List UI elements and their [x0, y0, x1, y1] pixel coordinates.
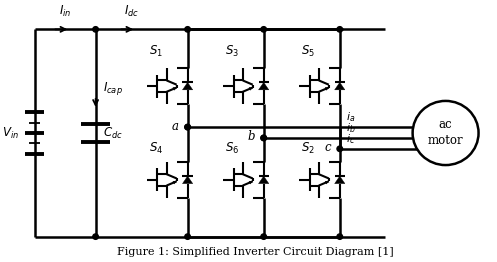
Circle shape [337, 27, 342, 32]
Text: $i_c$: $i_c$ [346, 132, 355, 146]
Polygon shape [173, 181, 176, 184]
Text: $S_4$: $S_4$ [149, 141, 163, 156]
Circle shape [337, 146, 342, 151]
Polygon shape [325, 88, 329, 90]
Circle shape [185, 124, 190, 130]
Text: $I_{in}$: $I_{in}$ [59, 4, 72, 19]
Text: $S_3$: $S_3$ [225, 44, 239, 59]
Text: $I_{dc}$: $I_{dc}$ [124, 4, 139, 19]
Polygon shape [334, 176, 345, 184]
Polygon shape [258, 82, 269, 90]
Text: $i_a$: $i_a$ [346, 110, 355, 124]
Circle shape [185, 27, 190, 32]
Polygon shape [258, 176, 269, 184]
Circle shape [261, 135, 266, 141]
Circle shape [261, 234, 266, 239]
Circle shape [413, 101, 479, 165]
Circle shape [185, 234, 190, 239]
Text: c: c [324, 141, 331, 154]
Circle shape [337, 234, 342, 239]
Polygon shape [249, 88, 252, 90]
Text: a: a [171, 119, 178, 133]
Text: $I_{cap}$: $I_{cap}$ [103, 80, 123, 97]
Polygon shape [334, 82, 345, 90]
Text: $S_1$: $S_1$ [149, 44, 163, 59]
Text: $i_b$: $i_b$ [346, 121, 355, 135]
Circle shape [93, 27, 98, 32]
Text: Figure 1: Simplified Inverter Circuit Diagram [1]: Figure 1: Simplified Inverter Circuit Di… [117, 247, 394, 257]
Circle shape [261, 27, 266, 32]
Polygon shape [173, 88, 176, 90]
Circle shape [185, 124, 190, 130]
Polygon shape [182, 176, 193, 184]
Polygon shape [325, 181, 329, 184]
Text: ac
motor: ac motor [428, 118, 463, 148]
Text: $S_2$: $S_2$ [301, 141, 315, 156]
Circle shape [93, 234, 98, 239]
Text: $S_5$: $S_5$ [301, 44, 315, 59]
Polygon shape [249, 181, 252, 184]
Text: b: b [247, 130, 254, 143]
Text: $C_{dc}$: $C_{dc}$ [103, 125, 123, 140]
Text: $S_6$: $S_6$ [225, 141, 239, 156]
Circle shape [261, 135, 266, 141]
Polygon shape [182, 82, 193, 90]
Text: $V_{in}$: $V_{in}$ [1, 125, 18, 140]
